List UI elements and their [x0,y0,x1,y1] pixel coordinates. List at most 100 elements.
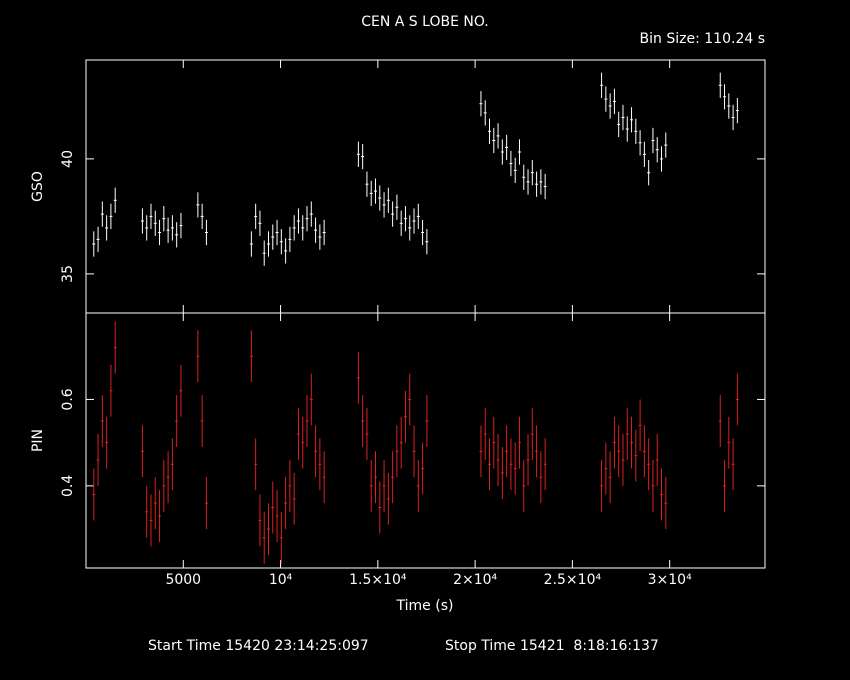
data-point [399,210,403,236]
data-point [162,459,166,512]
data-point [617,425,621,478]
data-point [612,416,616,469]
data-point [100,201,104,227]
x-tick-label: 10⁴ [269,572,293,588]
data-point [266,231,270,257]
data-point [391,451,395,504]
data-point [651,127,655,154]
data-point [275,219,279,246]
data-point [395,425,399,478]
data-point [365,171,369,197]
data-point [543,438,547,491]
data-point [322,219,326,246]
data-point [522,459,526,512]
y-tick-label: 0.4 [60,475,76,497]
data-point [322,451,326,504]
data-point [408,373,412,426]
data-point [408,215,412,241]
data-point [373,178,377,204]
data-point [288,459,292,512]
y-axis-label: GSO [30,171,46,202]
x-tick-label: 2×10⁴ [453,572,497,588]
data-point [425,395,429,447]
data-point [386,472,390,525]
data-point [522,164,526,190]
data-point [604,442,608,495]
data-point [140,425,144,478]
data-point [373,451,377,504]
data-point [96,226,100,253]
data-point [153,477,157,530]
data-point [642,141,646,167]
data-point [664,132,668,158]
data-point [731,438,735,491]
data-point [604,86,608,112]
data-point [621,434,625,486]
data-point [170,438,174,491]
data-point [479,425,483,478]
data-point [361,143,365,170]
data-point [505,134,509,161]
data-point [655,434,659,486]
data-point [500,139,504,165]
data-point [382,459,386,512]
data-point [153,210,157,236]
data-point [284,477,288,530]
data-point [505,425,509,478]
data-point [288,226,292,253]
data-point [314,217,318,243]
data-point [723,84,727,110]
data-point [365,408,369,460]
data-point [718,395,722,447]
data-point [369,459,373,512]
data-point [612,88,616,115]
data-point [140,208,144,234]
data-point [249,231,253,257]
data-point [92,468,96,521]
data-point [543,173,547,200]
data-point [175,222,179,248]
data-point [659,146,663,172]
data-point [608,93,612,119]
data-point [96,434,100,486]
data-point [600,72,604,98]
data-point [113,321,117,374]
chart-title: CEN A S LOBE NO. [361,14,489,30]
data-point [727,93,731,119]
data-point [305,206,309,232]
data-point [425,229,429,255]
data-point [105,416,109,469]
data-point [170,215,174,241]
data-point [403,206,407,232]
data-point [318,224,322,250]
data-point [149,494,153,547]
data-point [630,416,634,469]
data-point [492,127,496,154]
data-point [647,160,651,186]
data-point [296,408,300,460]
data-point [535,171,539,197]
data-point [530,160,534,186]
data-point [638,130,642,156]
start-time: Start Time 15420 23:14:25:097 [148,638,369,654]
x-tick-label: 5000 [165,572,201,588]
stop-time: Stop Time 15421 8:18:16:137 [445,638,659,654]
y-axis-label: PIN [30,429,46,452]
data-point [412,208,416,234]
data-point [254,438,258,491]
data-point [162,206,166,232]
data-point [416,459,420,512]
data-point [723,459,727,512]
data-point [292,472,296,525]
data-point [421,219,425,246]
data-point [309,201,313,227]
data-point [166,451,170,504]
data-point [145,215,149,241]
data-point [526,434,530,486]
data-point [496,434,500,486]
data-point [113,187,117,213]
data-point [200,203,204,230]
data-point [513,157,517,184]
x-tick-label: 3×10⁴ [648,572,692,588]
